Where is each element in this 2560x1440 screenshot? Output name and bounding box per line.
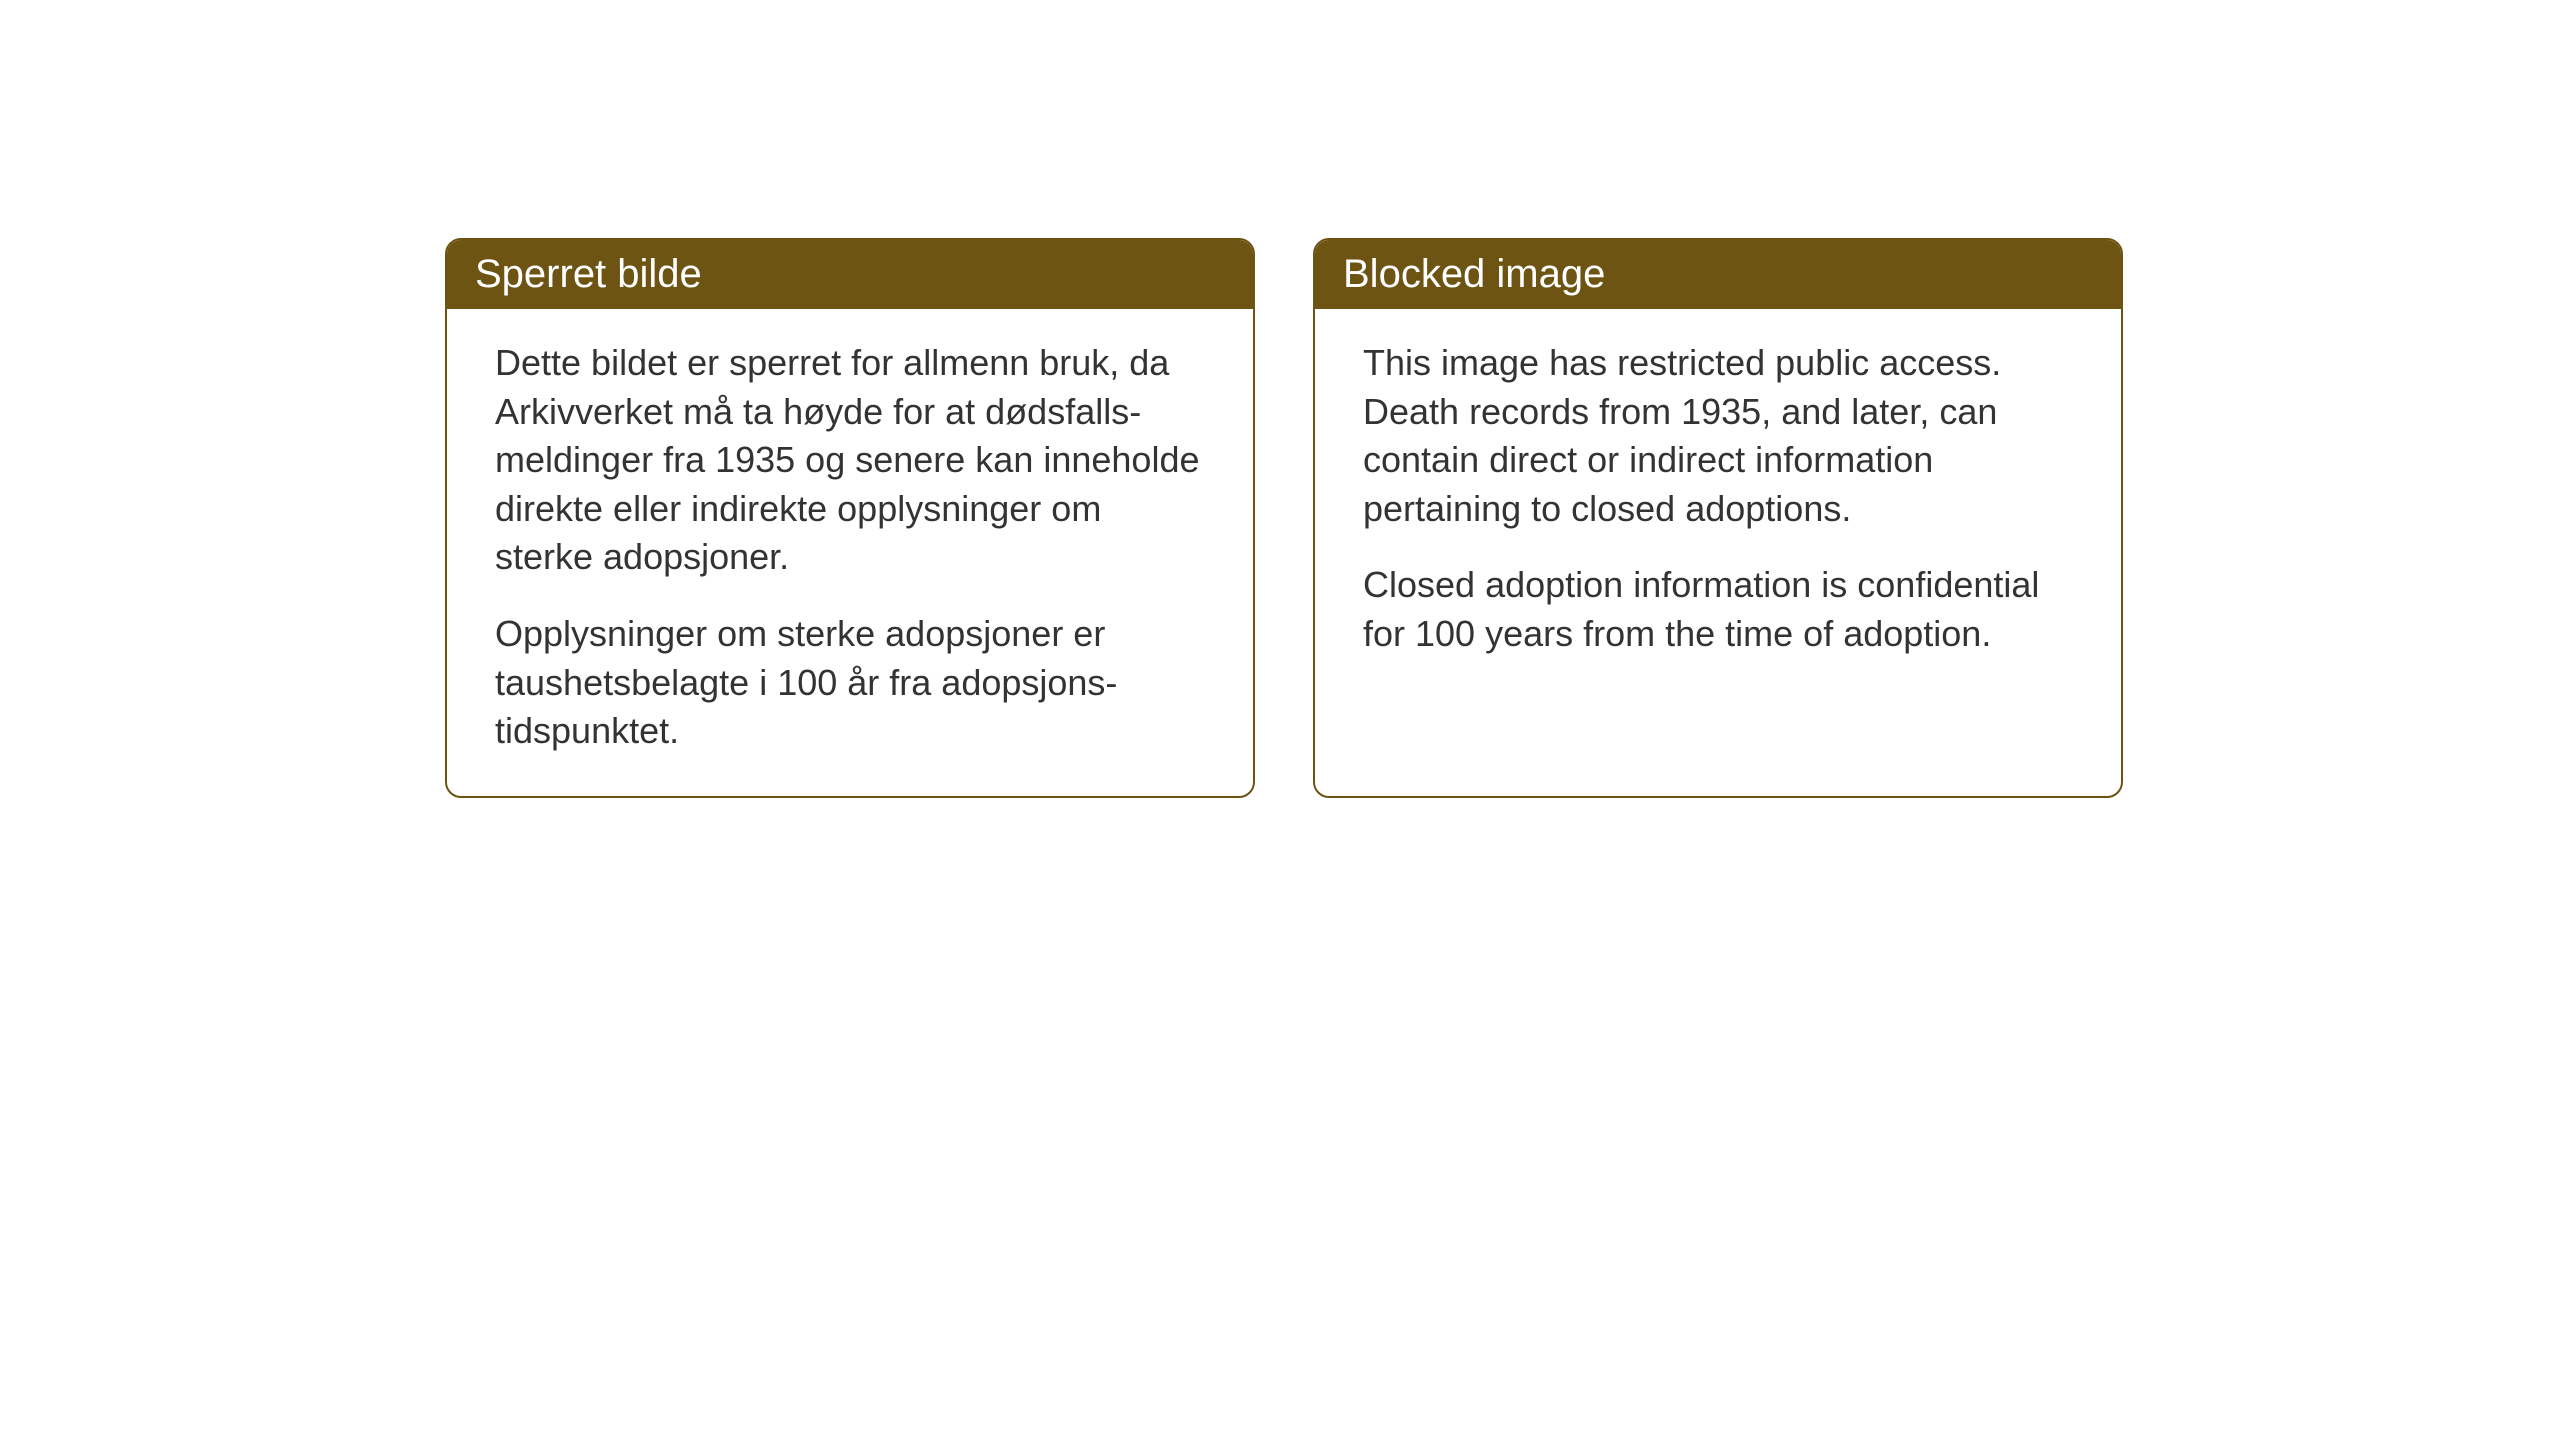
- english-paragraph-1: This image has restricted public access.…: [1363, 339, 2073, 533]
- norwegian-paragraph-2: Opplysninger om sterke adopsjoner er tau…: [495, 610, 1205, 756]
- english-card-body: This image has restricted public access.…: [1315, 309, 2121, 699]
- english-paragraph-2: Closed adoption information is confident…: [1363, 561, 2073, 658]
- notice-container: Sperret bilde Dette bildet er sperret fo…: [445, 238, 2123, 798]
- norwegian-card-title: Sperret bilde: [447, 240, 1253, 309]
- norwegian-paragraph-1: Dette bildet er sperret for allmenn bruk…: [495, 339, 1205, 582]
- english-card-title: Blocked image: [1315, 240, 2121, 309]
- norwegian-card-body: Dette bildet er sperret for allmenn bruk…: [447, 309, 1253, 796]
- english-notice-card: Blocked image This image has restricted …: [1313, 238, 2123, 798]
- norwegian-notice-card: Sperret bilde Dette bildet er sperret fo…: [445, 238, 1255, 798]
